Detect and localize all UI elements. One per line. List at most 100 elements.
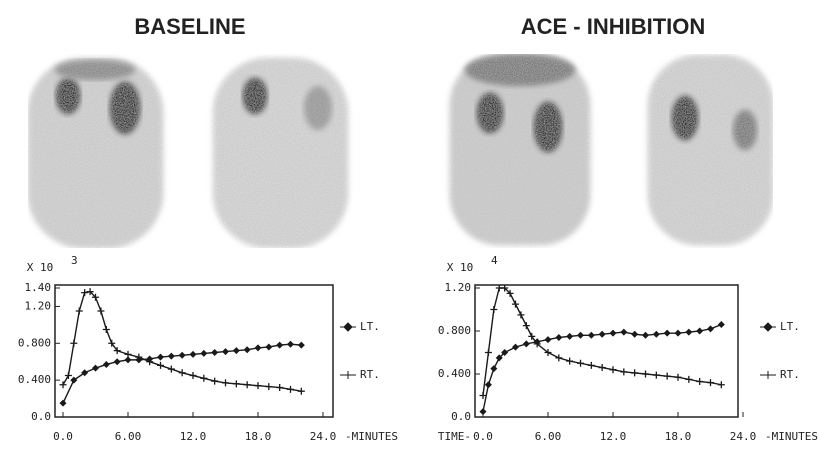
- marker: [70, 339, 78, 347]
- marker: [124, 356, 132, 364]
- marker: [696, 378, 704, 386]
- y-tick-label: 0.0: [451, 410, 471, 423]
- marker: [64, 372, 72, 380]
- x-tick-label: 18.0: [665, 430, 692, 443]
- marker: [81, 289, 89, 297]
- marker: [276, 341, 284, 349]
- marker: [544, 336, 552, 344]
- marker: [642, 370, 649, 378]
- marker: [620, 328, 628, 336]
- marker: [254, 344, 262, 352]
- marker: [297, 341, 305, 349]
- marker: [265, 343, 273, 351]
- marker: [577, 331, 584, 339]
- marker: [598, 330, 606, 338]
- marker: [642, 331, 649, 339]
- marker: [609, 329, 617, 337]
- x-tick-label: 12.0: [180, 430, 207, 443]
- marker: [501, 284, 509, 292]
- y-axis-exponent: 3: [71, 254, 78, 267]
- marker: [92, 364, 99, 372]
- marker: [157, 353, 164, 361]
- marker: [222, 348, 229, 356]
- marker: [506, 289, 514, 297]
- marker: [512, 343, 519, 351]
- legend-label: LT.: [780, 320, 800, 333]
- marker: [211, 377, 219, 385]
- legend-label: LT.: [360, 320, 380, 333]
- marker: [243, 381, 251, 389]
- marker: [124, 350, 132, 358]
- x-tick-label: 18.0: [245, 430, 272, 443]
- y-tick-label: 0.800: [438, 324, 471, 337]
- marker: [631, 330, 639, 338]
- marker: [484, 381, 492, 389]
- marker: [528, 332, 536, 340]
- scan-images: [28, 54, 773, 248]
- marker: [685, 328, 693, 336]
- y-tick-label: 0.0: [31, 410, 51, 423]
- marker: [717, 321, 725, 329]
- x-axis-label-prefix: TIME-: [438, 430, 471, 443]
- marker: [479, 392, 487, 399]
- marker: [663, 329, 671, 337]
- marker: [587, 331, 595, 339]
- legend-label: RT.: [360, 368, 380, 381]
- marker: [254, 382, 262, 390]
- marker: [97, 307, 105, 315]
- marker: [598, 364, 606, 372]
- marker: [566, 332, 574, 340]
- marker: [75, 307, 83, 315]
- marker: [707, 325, 714, 333]
- marker: [70, 376, 78, 384]
- series-line: [62, 290, 302, 392]
- marker: [287, 385, 294, 393]
- chart-title: ACE - INHIBITION: [521, 14, 706, 39]
- marker: [587, 361, 595, 369]
- marker: [211, 349, 219, 356]
- x-tick-label: 6.00: [535, 430, 562, 443]
- marker: [577, 359, 584, 367]
- marker: [102, 325, 110, 333]
- marker: [189, 372, 197, 380]
- marker: [243, 346, 251, 354]
- marker: [167, 365, 175, 373]
- marker: [512, 300, 519, 308]
- marker: [609, 366, 617, 374]
- marker: [200, 349, 208, 357]
- legend-marker: [340, 322, 356, 332]
- marker: [490, 306, 498, 313]
- marker: [232, 347, 240, 355]
- marker: [544, 349, 552, 356]
- marker: [555, 354, 563, 362]
- marker: [232, 380, 240, 388]
- y-axis-exponent: 4: [491, 254, 498, 267]
- marker: [501, 349, 509, 356]
- marker: [59, 381, 67, 389]
- y-axis-label: X 10: [27, 261, 54, 274]
- marker: [522, 322, 530, 330]
- marker: [265, 383, 273, 391]
- y-tick-label: 0.400: [18, 373, 51, 386]
- marker: [157, 361, 164, 369]
- y-tick-label: 1.20: [25, 299, 52, 312]
- chart-title: BASELINE: [134, 14, 245, 39]
- marker: [490, 365, 498, 373]
- x-tick-label: 0.0: [53, 430, 73, 443]
- scan: [450, 54, 590, 245]
- marker: [522, 340, 530, 348]
- marker: [86, 288, 94, 296]
- marker: [566, 357, 574, 365]
- marker: [146, 358, 154, 366]
- series-line: [482, 287, 722, 396]
- marker: [707, 379, 714, 387]
- marker: [113, 358, 121, 366]
- marker: [533, 340, 541, 348]
- legend-marker: [340, 371, 356, 379]
- y-axis-label: X 10: [447, 261, 474, 274]
- legend-label: RT.: [780, 368, 800, 381]
- legend-marker: [760, 371, 776, 379]
- marker: [167, 352, 175, 360]
- marker: [495, 354, 503, 362]
- marker: [685, 375, 693, 383]
